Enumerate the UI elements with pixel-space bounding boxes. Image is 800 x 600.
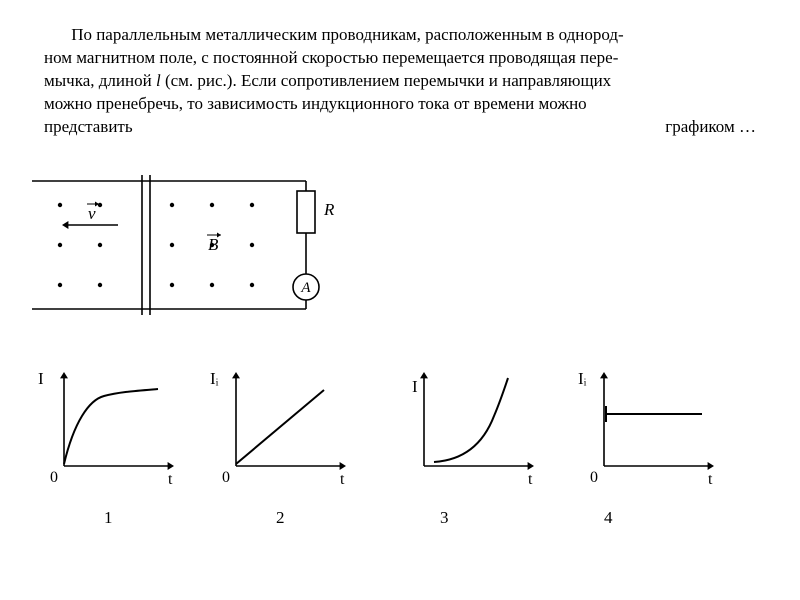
svg-text:Iᵢ: Iᵢ: [578, 369, 587, 388]
answer-label-2: 2: [276, 508, 285, 528]
svg-text:0: 0: [222, 469, 230, 486]
problem-line-4: можно пренебречь, то зависимость индукци…: [44, 94, 587, 113]
answer-plot-1: It 0: [34, 362, 184, 497]
answer-plot-4: Iᵢ t 0: [574, 362, 724, 497]
svg-text:t: t: [708, 471, 713, 488]
problem-line-5b: графиком …: [665, 116, 756, 139]
problem-line-5a: представить: [44, 116, 133, 139]
svg-text:t: t: [340, 471, 345, 488]
svg-text:Iᵢ: Iᵢ: [210, 369, 219, 388]
svg-text:t: t: [528, 471, 533, 488]
answer-label-1: 1: [104, 508, 113, 528]
svg-text:I: I: [412, 377, 418, 396]
svg-text:B: B: [208, 235, 219, 254]
graphs-row: It 0 Iᵢ t 0 It Iᵢ t 0: [44, 362, 764, 502]
svg-text:R: R: [323, 200, 335, 219]
problem-line-3a: мычка, длиной: [44, 71, 156, 90]
answer-labels: 1 2 3 4: [44, 508, 764, 538]
svg-text:v: v: [88, 204, 96, 223]
problem-line-2: ном магнитном поле, с постоянной скорост…: [44, 48, 618, 67]
answer-label-4: 4: [604, 508, 613, 528]
svg-text:0: 0: [590, 469, 598, 486]
svg-text:A: A: [300, 280, 311, 296]
answer-plot-2: Iᵢ t 0: [206, 362, 356, 497]
page: По параллельным металлическим проводника…: [0, 0, 800, 600]
circuit-svg: R Av B: [32, 167, 350, 323]
svg-text:I: I: [38, 369, 44, 388]
problem-text: По параллельным металлическим проводника…: [44, 24, 756, 139]
answer-plot-3: It: [394, 362, 544, 497]
svg-text:t: t: [168, 471, 173, 488]
problem-line-3b: (см. рис.). Если сопротивлением перемычк…: [161, 71, 611, 90]
problem-line-1: По параллельным металлическим проводника…: [44, 24, 756, 47]
circuit-diagram: R Av B: [32, 167, 756, 328]
svg-text:0: 0: [50, 469, 58, 486]
answer-label-3: 3: [440, 508, 449, 528]
